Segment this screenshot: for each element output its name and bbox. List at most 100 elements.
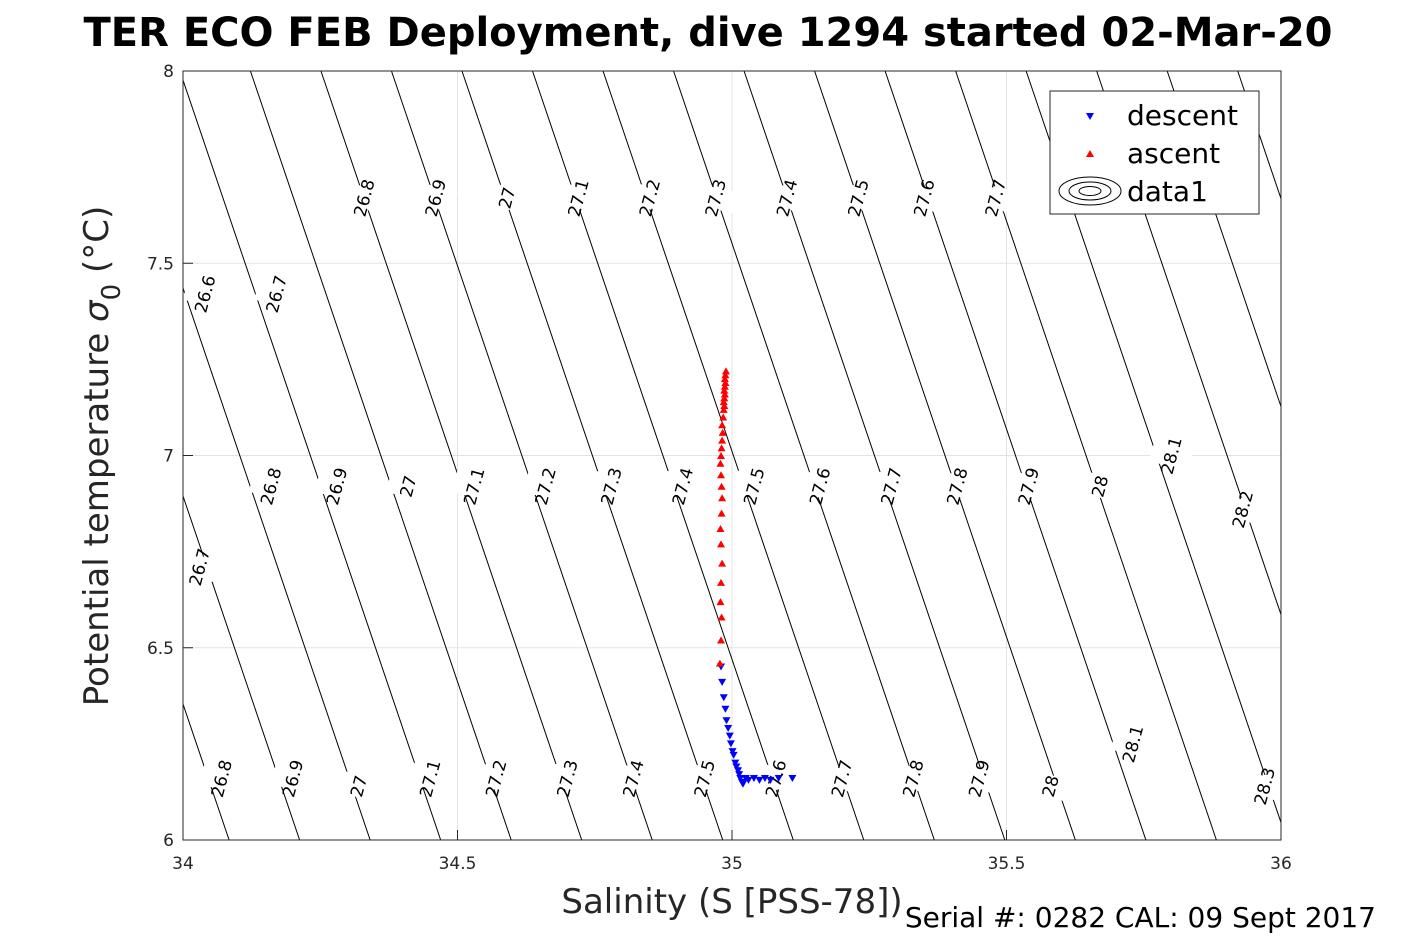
contour-label-bg bbox=[934, 470, 980, 503]
descent-point bbox=[735, 771, 744, 779]
ascent-point bbox=[718, 436, 727, 444]
descent-point bbox=[734, 767, 743, 775]
descent-point bbox=[788, 774, 797, 782]
x-tick-label: 34 bbox=[172, 854, 194, 874]
contour-label-bg bbox=[1149, 439, 1194, 472]
data-points bbox=[715, 367, 797, 788]
legend-box bbox=[1049, 90, 1260, 215]
descent-point bbox=[774, 774, 783, 782]
contour-label-bg bbox=[682, 762, 727, 795]
contour-label-bg bbox=[764, 182, 810, 214]
ascent-point bbox=[721, 371, 730, 379]
ascent-point bbox=[717, 471, 726, 479]
ascent-point bbox=[716, 525, 725, 533]
descent-point bbox=[755, 776, 764, 784]
contour-label-bg bbox=[182, 278, 228, 310]
legend: descent ascent data1 bbox=[1049, 90, 1260, 215]
y-axis-label: Potential temperature σ0 (°C) bbox=[77, 206, 127, 706]
contour-label-bg bbox=[731, 470, 777, 503]
y-axis-label-sep bbox=[77, 322, 117, 333]
descent-point bbox=[725, 732, 734, 740]
descent-point bbox=[729, 751, 738, 759]
descent-point bbox=[724, 724, 733, 732]
ascent-point bbox=[721, 367, 730, 375]
y-tick-label: 6.5 bbox=[147, 639, 174, 659]
y-axis-label-text: Potential temperature bbox=[77, 333, 117, 706]
isopycnal-line bbox=[183, 78, 442, 840]
contour-label-bg bbox=[627, 182, 672, 214]
isopycnal-line bbox=[183, 494, 301, 840]
descent-point bbox=[766, 776, 775, 784]
axis-ticks: 34 34.5 35 35.5 36 6 6.5 7 7.5 8 bbox=[147, 62, 1292, 874]
ascent-point bbox=[717, 452, 726, 459]
descent-point bbox=[728, 748, 737, 756]
y-axis-label-unit: (°C) bbox=[77, 206, 117, 273]
ascent-point bbox=[717, 482, 726, 490]
ascent-point bbox=[719, 398, 728, 406]
legend-data1-label: data1 bbox=[1127, 175, 1208, 208]
ascent-point bbox=[717, 444, 726, 452]
y-axis-label-sep2 bbox=[77, 273, 117, 284]
ascent-point bbox=[716, 598, 725, 606]
contour-label-bg bbox=[413, 182, 458, 214]
x-tick-label: 35.5 bbox=[988, 854, 1026, 874]
legend-contour-icon bbox=[1058, 176, 1122, 206]
contour-label-bg bbox=[248, 470, 294, 503]
ascent-point bbox=[719, 405, 728, 413]
contour-label-bg bbox=[891, 762, 936, 795]
contour-label-bg bbox=[797, 470, 843, 503]
contour-label-bg bbox=[1220, 493, 1265, 526]
x-tick-label: 34.5 bbox=[439, 854, 477, 874]
contour-label-bg bbox=[545, 762, 590, 795]
contour-label-bg bbox=[314, 470, 359, 503]
y-axis-label-symbol: σ bbox=[77, 299, 117, 322]
contour-label-bg bbox=[753, 762, 799, 795]
contour-label-bg bbox=[342, 182, 387, 214]
contour-label-bg bbox=[693, 182, 738, 214]
descent-point bbox=[726, 740, 735, 748]
ascent-point bbox=[717, 636, 726, 644]
contour-label-bg bbox=[589, 470, 634, 503]
contour-label-bg bbox=[1242, 770, 1287, 802]
ascent-point bbox=[718, 494, 727, 502]
descent-point bbox=[718, 678, 727, 686]
legend-descent-marker bbox=[1086, 113, 1094, 120]
ascent-point bbox=[720, 402, 729, 410]
ascent-point bbox=[718, 421, 727, 429]
legend-descent-label: descent bbox=[1127, 99, 1238, 132]
legend-ascent-marker bbox=[1086, 150, 1094, 157]
descent-point bbox=[732, 763, 741, 771]
ascent-point bbox=[720, 386, 729, 394]
contour-label-bg bbox=[407, 762, 453, 795]
descent-point bbox=[760, 774, 769, 782]
descent-point bbox=[744, 776, 753, 784]
x-tick-label: 36 bbox=[1270, 854, 1292, 874]
contour-label-bg bbox=[611, 762, 656, 795]
ascent-point bbox=[717, 540, 726, 548]
contour-label-bg bbox=[901, 182, 947, 214]
ascent-point bbox=[717, 613, 726, 621]
ascent-point bbox=[718, 428, 727, 436]
ascent-point bbox=[715, 659, 724, 667]
x-axis-label: Salinity (S [PSS-78]) bbox=[561, 882, 902, 922]
x-tick-label: 35 bbox=[721, 854, 743, 874]
ascent-point bbox=[716, 459, 725, 467]
descent-point bbox=[749, 774, 758, 782]
ascent-point bbox=[718, 559, 727, 567]
ascent-point bbox=[721, 378, 730, 386]
ascent-point bbox=[717, 509, 726, 517]
descent-point bbox=[738, 780, 747, 788]
contour-label-bg bbox=[556, 182, 601, 214]
serial-calibration-footer: Serial #: 0282 CAL: 09 Sept 2017 bbox=[905, 901, 1376, 934]
contour-label-bg bbox=[199, 762, 244, 795]
contour-label-bg bbox=[484, 182, 530, 214]
y-tick-label: 7 bbox=[163, 447, 174, 467]
ascent-point bbox=[720, 375, 729, 383]
contour-label-bg bbox=[473, 762, 519, 795]
contour-label-bg bbox=[1006, 470, 1051, 503]
y-tick-label: 8 bbox=[163, 62, 174, 82]
ascent-point bbox=[720, 382, 729, 390]
contour-label-bg bbox=[385, 470, 431, 503]
y-tick-label: 6 bbox=[163, 831, 174, 851]
